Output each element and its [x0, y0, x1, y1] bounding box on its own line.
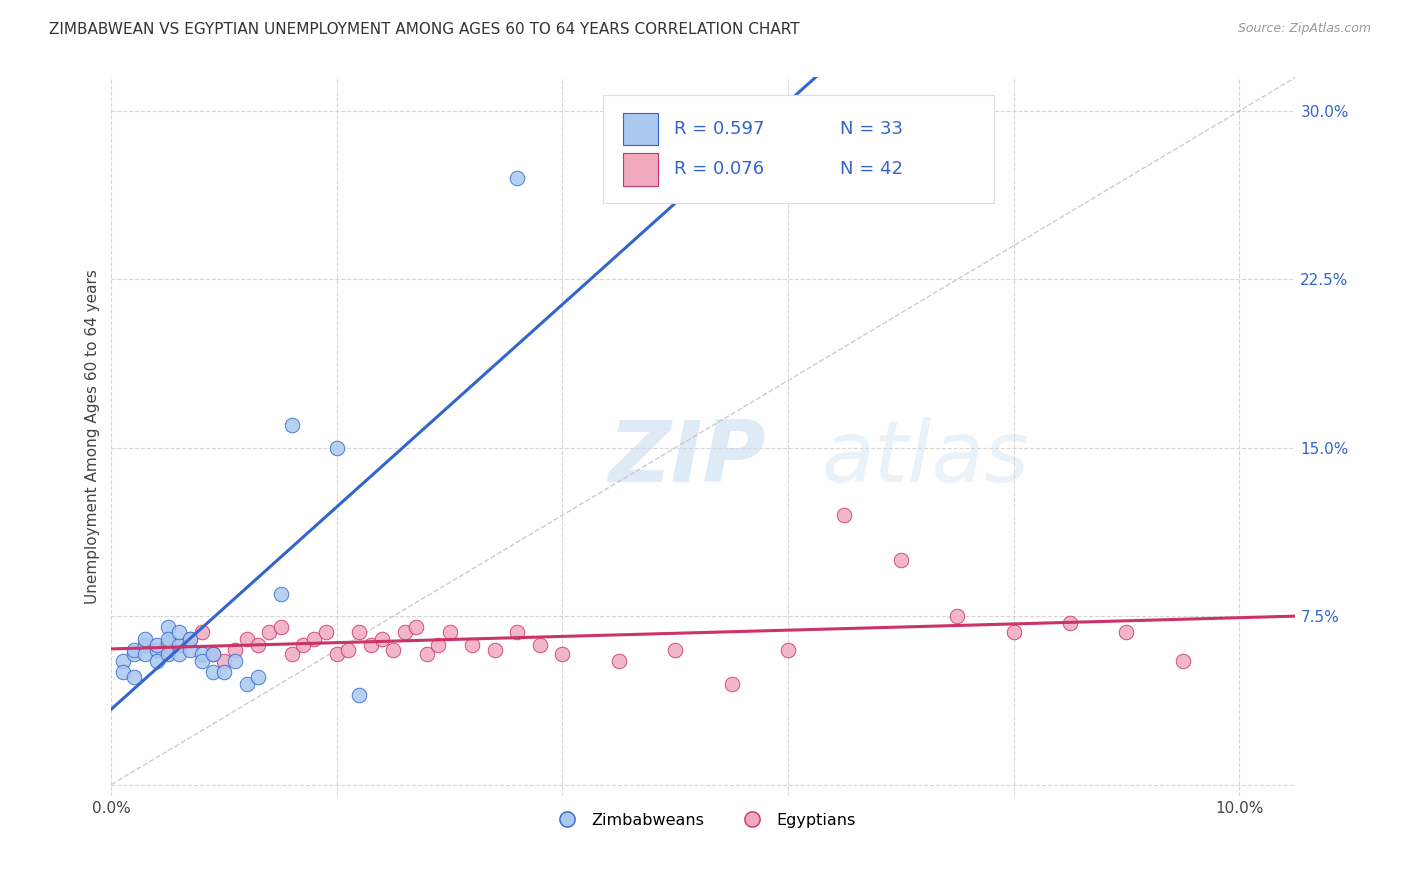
Point: [201, 648, 224, 662]
Point: [134, 648, 156, 662]
Point: [405, 620, 427, 634]
Point: [371, 632, 394, 646]
Point: [337, 643, 360, 657]
Text: Source: ZipAtlas.com: Source: ZipAtlas.com: [1237, 22, 1371, 36]
Point: [946, 609, 969, 624]
Point: [111, 654, 134, 668]
Point: [506, 624, 529, 639]
Bar: [623, 113, 658, 145]
Point: [156, 632, 179, 646]
Point: [326, 441, 349, 455]
Point: [349, 688, 371, 702]
Point: [720, 676, 742, 690]
Point: [190, 624, 212, 639]
Text: ZIMBABWEAN VS EGYPTIAN UNEMPLOYMENT AMONG AGES 60 TO 64 YEARS CORRELATION CHART: ZIMBABWEAN VS EGYPTIAN UNEMPLOYMENT AMON…: [49, 22, 800, 37]
Point: [270, 587, 292, 601]
Point: [145, 643, 167, 657]
Point: [1115, 624, 1137, 639]
Point: [156, 620, 179, 634]
Point: [529, 638, 551, 652]
Point: [394, 624, 416, 639]
Point: [167, 638, 190, 652]
Point: [259, 624, 281, 639]
Point: [281, 648, 304, 662]
Point: [484, 643, 506, 657]
Point: [224, 654, 246, 668]
Point: [427, 638, 450, 652]
Bar: [623, 153, 658, 186]
Point: [156, 636, 179, 650]
Point: [122, 648, 145, 662]
Point: [179, 632, 201, 646]
Point: [145, 654, 167, 668]
Point: [1002, 624, 1025, 639]
Point: [304, 632, 326, 646]
Point: [201, 648, 224, 662]
Point: [212, 654, 235, 668]
Text: R = 0.076: R = 0.076: [673, 161, 763, 178]
Point: [179, 632, 201, 646]
Point: [156, 648, 179, 662]
Point: [212, 665, 235, 680]
Point: [235, 632, 257, 646]
Point: [1171, 654, 1194, 668]
Point: [167, 648, 190, 662]
Point: [270, 620, 292, 634]
Point: [315, 624, 337, 639]
Point: [664, 643, 686, 657]
Text: atlas: atlas: [823, 417, 1029, 500]
Point: [122, 670, 145, 684]
FancyBboxPatch shape: [603, 95, 994, 203]
Point: [382, 643, 405, 657]
Point: [551, 648, 574, 662]
Text: ZIP: ZIP: [609, 417, 766, 500]
Point: [134, 638, 156, 652]
Point: [224, 643, 246, 657]
Point: [235, 676, 257, 690]
Point: [890, 553, 912, 567]
Point: [247, 670, 270, 684]
Point: [349, 624, 371, 639]
Text: R = 0.597: R = 0.597: [673, 120, 765, 138]
Point: [145, 638, 167, 652]
Point: [416, 648, 439, 662]
Y-axis label: Unemployment Among Ages 60 to 64 years: Unemployment Among Ages 60 to 64 years: [86, 269, 100, 604]
Point: [167, 638, 190, 652]
Point: [292, 638, 315, 652]
Point: [776, 643, 799, 657]
Point: [190, 654, 212, 668]
Point: [167, 624, 190, 639]
Point: [111, 665, 134, 680]
Point: [461, 638, 484, 652]
Point: [122, 643, 145, 657]
Text: N = 33: N = 33: [839, 120, 903, 138]
Point: [439, 624, 461, 639]
Point: [607, 654, 630, 668]
Point: [156, 643, 179, 657]
Point: [1059, 615, 1081, 630]
Point: [134, 632, 156, 646]
Point: [834, 508, 856, 523]
Text: N = 42: N = 42: [839, 161, 903, 178]
Legend: Zimbabweans, Egyptians: Zimbabweans, Egyptians: [546, 806, 862, 834]
Point: [360, 638, 382, 652]
Point: [247, 638, 270, 652]
Point: [281, 418, 304, 433]
Point: [326, 648, 349, 662]
Point: [190, 648, 212, 662]
Point: [179, 643, 201, 657]
Point: [201, 665, 224, 680]
Point: [506, 171, 529, 186]
